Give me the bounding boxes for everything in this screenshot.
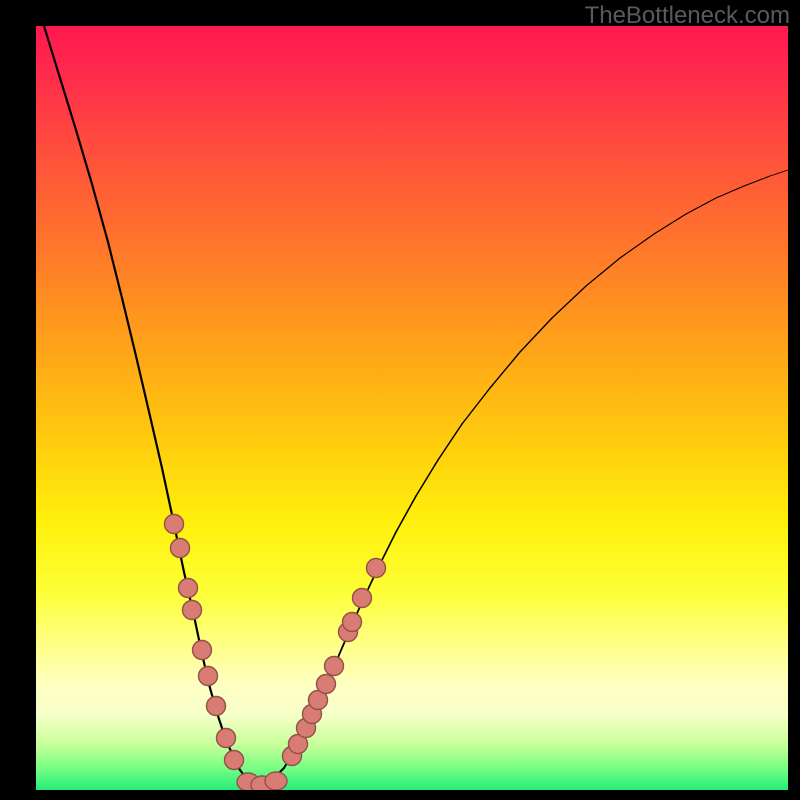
- left-curve: [44, 26, 258, 786]
- left-dot: [165, 515, 184, 534]
- right-curve-seg: [438, 424, 462, 460]
- left-dot: [171, 539, 190, 558]
- right-dot: [325, 657, 344, 676]
- right-curve-seg: [396, 496, 416, 532]
- right-curve-seg: [716, 186, 744, 198]
- right-curve-seg: [654, 214, 686, 234]
- watermark-text: TheBottleneck.com: [585, 2, 790, 30]
- right-dot: [343, 613, 362, 632]
- right-curve-seg: [416, 460, 438, 496]
- right-dot: [317, 675, 336, 694]
- right-dot: [367, 559, 386, 578]
- right-curve-seg: [586, 258, 620, 286]
- left-dot: [225, 751, 244, 770]
- left-dot: [217, 729, 236, 748]
- right-curve-seg: [490, 352, 520, 388]
- left-dot: [207, 697, 226, 716]
- right-dot: [353, 589, 372, 608]
- left-dot: [193, 641, 212, 660]
- right-curve-seg: [744, 176, 770, 186]
- plot-area: [36, 26, 788, 790]
- curves-overlay: [36, 26, 788, 790]
- right-curve-seg: [520, 318, 552, 352]
- left-dot: [179, 579, 198, 598]
- bottom-cap: [265, 772, 287, 790]
- right-curve-seg: [770, 170, 788, 176]
- right-curve-seg: [686, 198, 716, 214]
- right-curve-seg: [462, 388, 490, 424]
- right-curve-seg: [552, 286, 586, 318]
- right-curve-seg: [620, 234, 654, 258]
- left-dot: [199, 667, 218, 686]
- left-dot: [183, 601, 202, 620]
